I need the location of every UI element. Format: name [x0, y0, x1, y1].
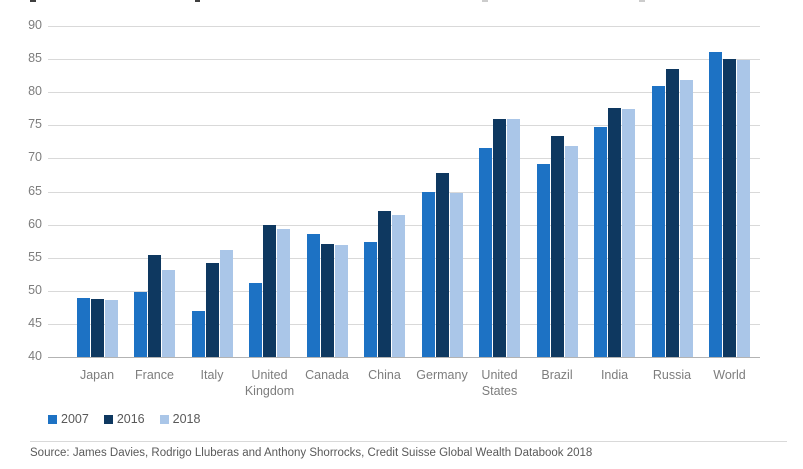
source-note: Source: James Davies, Rodrigo Lluberas a…: [30, 447, 593, 459]
bar-brazil-2018: [564, 145, 578, 357]
bar-italy-2018: [219, 250, 233, 357]
legend-label-2018: 2018: [172, 412, 201, 426]
legend-swatch-2018: [159, 414, 169, 424]
cropped-title-fragment: [30, 0, 36, 2]
x-axis-label-india: India: [600, 368, 629, 382]
bar-germany-2007: [421, 191, 435, 357]
legend-label-2016: 2016: [116, 412, 145, 426]
x-axis-label-germany: Germany: [416, 368, 468, 382]
bar-united-kingdom-2018: [277, 228, 290, 357]
x-axis-label-united-states: United States: [481, 368, 518, 398]
bar-world-2016: [723, 59, 736, 357]
bar-russia-2016: [665, 69, 679, 357]
cropped-title-fragment: [639, 0, 645, 2]
legend-label-2007: 2007: [61, 412, 89, 426]
legend-item-2016: 2016: [103, 412, 145, 426]
y-axis-label-75: 75: [28, 117, 42, 132]
bar-united-states-2018: [507, 119, 520, 357]
footer-divider: [30, 441, 787, 442]
bar-united-states-2016: [493, 118, 506, 357]
gridline-80: [48, 92, 760, 94]
bar-germany-2018: [449, 193, 463, 357]
x-axis-label-world: World: [713, 368, 746, 382]
legend-swatch-2007: [48, 414, 57, 424]
legend-item-2007: 2007: [48, 412, 89, 426]
bar-china-2016: [378, 211, 391, 357]
bar-world-2007: [709, 51, 722, 357]
x-axis-label-russia: Russia: [652, 368, 692, 382]
bar-japan-2018: [104, 300, 118, 357]
bar-brazil-2007: [536, 163, 550, 357]
bar-canada-2018: [334, 245, 348, 357]
x-axis-label-japan: Japan: [79, 368, 115, 382]
y-axis-label-50: 50: [28, 282, 42, 297]
y-axis-label-65: 65: [28, 183, 42, 198]
y-axis-label-60: 60: [28, 216, 42, 231]
gridline-85: [48, 59, 760, 61]
bar-india-2016: [608, 108, 621, 357]
bar-united-kingdom-2016: [263, 224, 276, 357]
bar-italy-2016: [205, 262, 219, 357]
cropped-title-fragment: [482, 0, 488, 2]
bar-china-2007: [364, 241, 377, 357]
bar-india-2007: [594, 126, 607, 357]
bar-germany-2016: [435, 172, 449, 357]
gridline-70: [48, 158, 760, 160]
x-axis-label-france: France: [135, 368, 174, 382]
bar-canada-2016: [320, 243, 334, 357]
bar-france-2018: [162, 269, 175, 357]
y-axis-label-90: 90: [28, 18, 42, 32]
x-axis-label-italy: Italy: [200, 368, 224, 382]
bar-russia-2007: [651, 86, 665, 357]
y-axis-label-70: 70: [28, 150, 42, 165]
y-axis-label-55: 55: [28, 249, 42, 264]
gridline-75: [48, 125, 760, 127]
x-axis-label-canada: Canada: [305, 368, 349, 382]
bar-france-2016: [148, 255, 161, 357]
bar-united-kingdom-2007: [249, 282, 262, 357]
bar-italy-2007: [191, 311, 205, 357]
y-axis-label-85: 85: [28, 51, 42, 66]
bar-brazil-2016: [550, 135, 564, 357]
bar-france-2007: [134, 292, 147, 357]
bar-japan-2016: [90, 299, 104, 357]
bar-world-2018: [737, 60, 750, 357]
x-axis-label-united-kingdom: United Kingdom: [244, 368, 295, 398]
y-axis-label-40: 40: [28, 349, 42, 363]
gridline-65: [48, 191, 760, 193]
bar-china-2018: [392, 214, 405, 357]
gridline-90: [48, 26, 760, 27]
bar-canada-2007: [306, 233, 320, 357]
x-axis-label-china: China: [368, 368, 401, 382]
cropped-title-fragment: [195, 0, 200, 2]
bar-united-states-2007: [479, 147, 492, 357]
gridline-40: [48, 357, 760, 358]
chart-legend: 2007 2016 2018: [48, 412, 200, 426]
y-axis-label-45: 45: [28, 315, 42, 330]
legend-item-2018: 2018: [159, 412, 201, 426]
bar-russia-2018: [679, 80, 693, 357]
x-axis-label-brazil: Brazil: [541, 368, 573, 382]
legend-swatch-2016: [103, 414, 113, 424]
bar-japan-2007: [76, 298, 90, 357]
y-axis-label-80: 80: [28, 84, 42, 99]
bar-india-2018: [622, 109, 635, 357]
